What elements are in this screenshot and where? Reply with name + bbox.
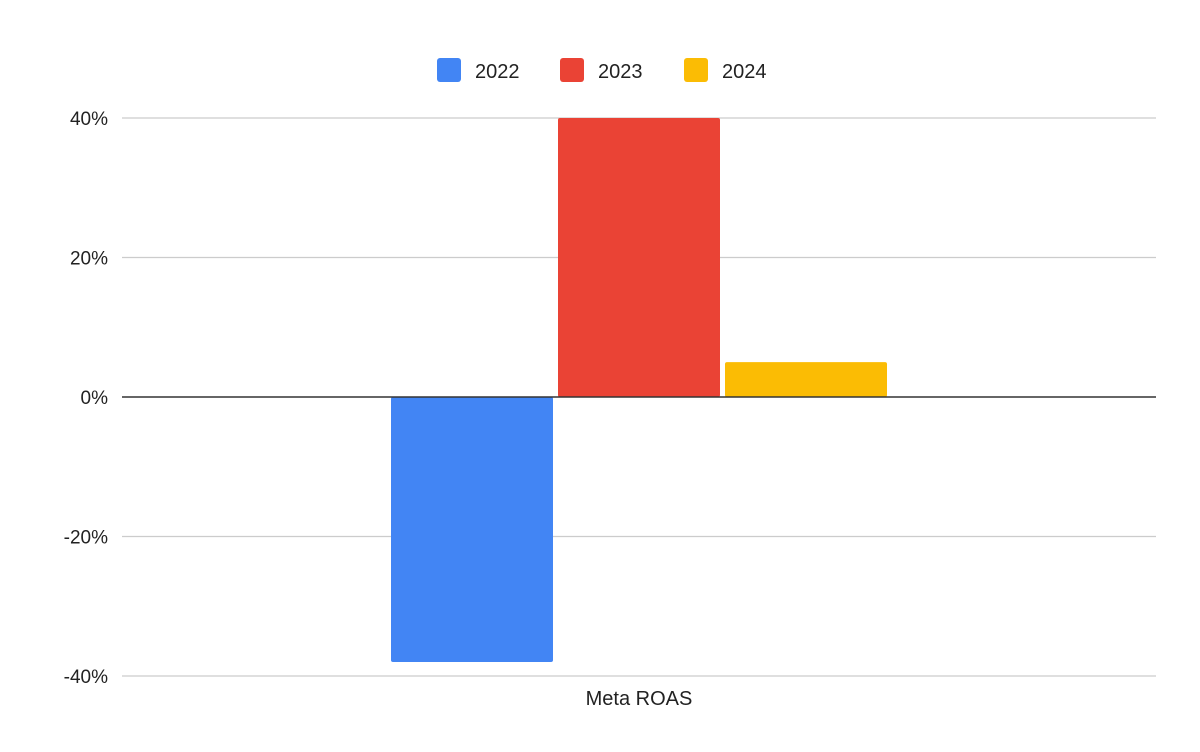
- y-tick-label: -20%: [64, 528, 108, 549]
- legend-item-2022: 2022: [437, 58, 520, 83]
- bars: [391, 118, 887, 663]
- bar-2023: [558, 118, 720, 397]
- bar-2024: [725, 362, 887, 397]
- y-tick-label: 0%: [81, 388, 109, 409]
- x-axis: Meta ROAS: [586, 688, 693, 710]
- legend-swatch: [684, 58, 708, 82]
- legend: 2022 2023 2024: [437, 58, 767, 83]
- legend-swatch: [560, 58, 584, 82]
- y-tick-label: 40%: [70, 109, 108, 130]
- legend-item-2023: 2023: [560, 58, 643, 83]
- y-tick-label: -40%: [64, 667, 108, 688]
- x-category-label: Meta ROAS: [586, 688, 693, 710]
- y-tick-label: 20%: [70, 249, 108, 270]
- legend-label: 2023: [598, 61, 643, 83]
- legend-label: 2022: [475, 61, 520, 83]
- legend-swatch: [437, 58, 461, 82]
- y-axis: 40% 20% 0% -20% -40%: [64, 109, 108, 688]
- legend-item-2024: 2024: [684, 58, 767, 83]
- legend-label: 2024: [722, 61, 767, 83]
- bar-2022: [391, 397, 553, 663]
